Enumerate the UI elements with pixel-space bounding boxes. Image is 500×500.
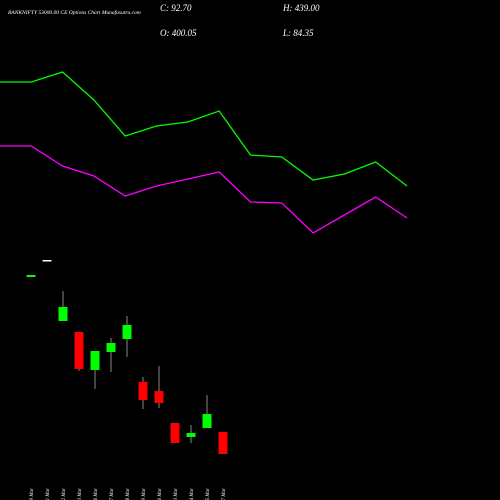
info-low: L: 84.35 — [282, 28, 314, 38]
x-tick-label: 17 Mar — [110, 488, 115, 500]
candle-body — [74, 332, 84, 369]
candle-body — [170, 423, 180, 443]
overlay-line — [0, 145, 408, 234]
candle-body — [26, 275, 36, 277]
candle-body — [154, 391, 164, 403]
x-tick-label: 18 Mar — [126, 488, 131, 500]
x-tick-label: 27 Mar — [222, 488, 227, 500]
x-tick-label: 16 Mar — [94, 488, 99, 500]
info-close: C: 92.70 — [160, 3, 192, 13]
candle-body — [90, 351, 100, 370]
candle-body — [42, 260, 52, 262]
info-open: O: 400.05 — [160, 28, 197, 38]
x-tick-label: 25 Mar — [206, 488, 211, 500]
x-tick-label: 09 Mar — [30, 488, 35, 500]
x-tick-label: 13 Mar — [78, 488, 83, 500]
info-high: H: 439.00 — [282, 3, 320, 13]
x-tick-label: 11 Mar — [46, 488, 51, 500]
candle-body — [202, 414, 212, 428]
chart-title: BANKNIFTY 53000.00 CE Options Chart Muna… — [8, 9, 141, 16]
x-tick-label: 19 Mar — [142, 488, 147, 500]
candle-body — [122, 325, 132, 339]
x-tick-label: 12 Mar — [62, 488, 67, 500]
candle-body — [138, 382, 148, 400]
x-tick-label: 24 Mar — [190, 488, 195, 500]
candle-body — [218, 432, 228, 454]
candle-body — [58, 307, 68, 321]
x-tick-label: 20 Mar — [158, 488, 163, 500]
overlay-line — [0, 71, 408, 187]
x-tick-label: 23 Mar — [174, 488, 179, 500]
candle-body — [186, 433, 196, 437]
candle-body — [106, 343, 116, 352]
